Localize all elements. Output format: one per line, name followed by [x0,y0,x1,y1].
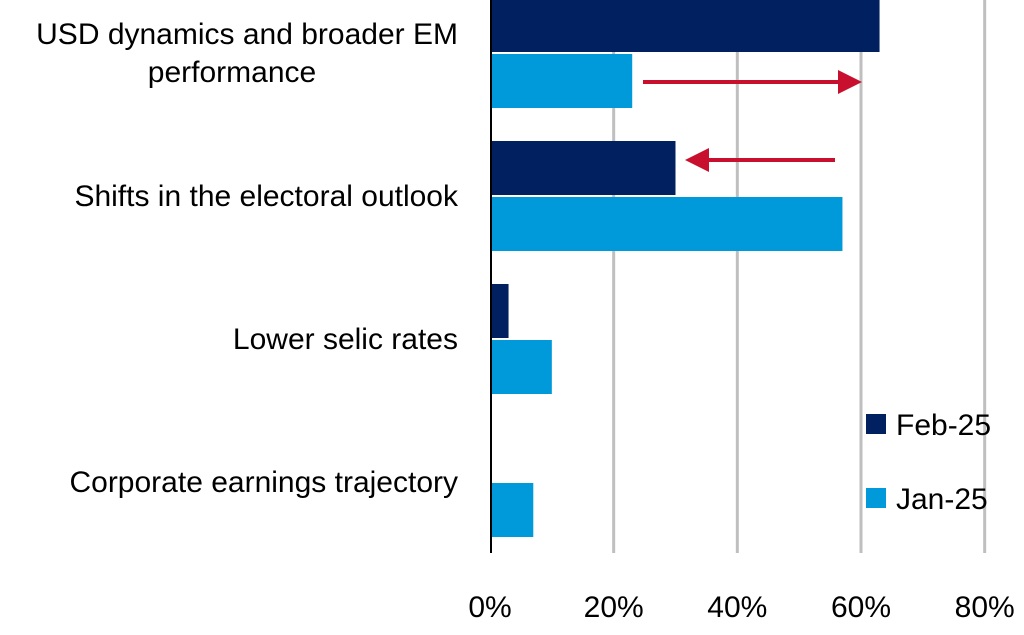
bar-jan-25 [490,483,534,537]
category-label: performance [148,56,316,89]
legend-label: Jan-25 [896,483,988,516]
bar-jan-25 [490,54,633,108]
bar-jan-25 [490,340,552,394]
bar-feb-25 [490,284,509,338]
x-tick-label: 40% [707,591,767,624]
category-label: Corporate earnings trajectory [69,466,458,499]
arrow-head-icon [685,148,709,172]
legend-label: Feb-25 [896,409,991,442]
x-tick-label: 20% [584,591,644,624]
legend-swatch [866,414,886,434]
category-label: Shifts in the electoral outlook [74,180,459,213]
bar-jan-25 [490,197,843,251]
bar-feb-25 [490,0,880,52]
x-tick-label: 60% [831,591,891,624]
category-label: USD dynamics and broader EM [36,18,458,51]
x-tick-label: 0% [468,591,511,624]
category-label: Lower selic rates [233,323,458,356]
arrow-head-icon [838,70,862,94]
bar-feb-25 [490,141,676,195]
legend-swatch [866,488,886,508]
x-tick-label: 80% [955,591,1015,624]
